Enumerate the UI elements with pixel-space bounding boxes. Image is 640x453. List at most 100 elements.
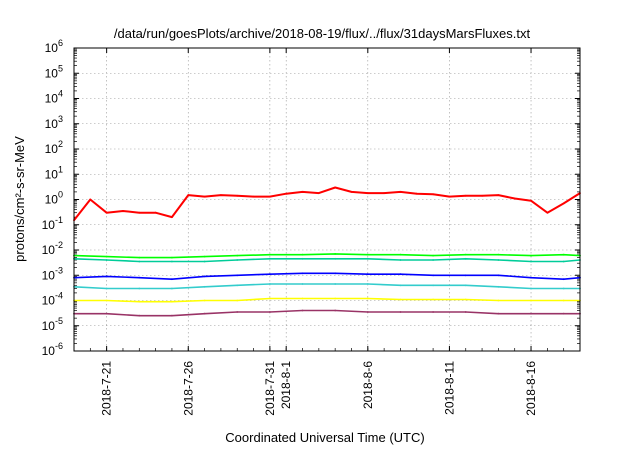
data-point [269,195,271,198]
data-point [269,257,271,260]
data-point [138,260,141,263]
x-axis-label: Coordinated Universal Time (UTC) [225,430,424,445]
data-point [154,211,157,214]
data-point [105,275,108,278]
data-point [171,260,173,263]
data-point [138,276,141,279]
chart-title: /data/run/goesPlots/archive/2018-08-19/f… [114,26,531,41]
y-tick-label: 10-5 [42,316,63,333]
data-point [481,194,483,197]
data-point [366,297,369,300]
data-point [399,284,402,287]
data-point [138,211,141,214]
data-point [562,278,565,281]
data-point [399,273,402,276]
x-tick-label: 2018-8-11 [442,361,456,415]
data-point [105,259,108,261]
data-point [497,299,500,302]
data-point [187,194,190,197]
data-point [497,253,500,256]
data-point [236,259,239,261]
data-point [464,274,467,277]
plot-frame [73,47,581,352]
data-point [464,298,467,301]
series-layer [73,186,581,317]
data-point [530,260,532,263]
data-point [203,260,206,263]
data-point [269,311,271,313]
x-tick-labels: 2018-7-21 2018-7-26 2018-7-31 2018-8-1 2018-… [100,361,538,416]
series-line [73,253,581,259]
data-point [513,197,516,200]
series-line [74,297,580,303]
data-point [236,311,239,313]
series-line [73,283,580,290]
y-tick-label: 10-4 [42,291,63,308]
data-point [415,192,418,195]
data-point [138,287,141,290]
data-point [562,253,565,256]
x-tick-label: 2018-8-1 [279,361,293,409]
data-point [464,284,467,287]
data-point [105,287,108,290]
y-tick-label: 101 [45,164,63,181]
data-point [171,216,173,219]
data-point [236,299,239,302]
data-point [497,259,500,261]
y-tick-label: 100 [45,190,63,207]
x-tick-label: 2018-7-31 [263,361,277,416]
data-point [269,297,271,300]
data-point [122,210,124,212]
data-point [334,253,337,255]
data-point [562,287,565,290]
data-point [530,287,532,290]
data-point [350,191,353,193]
data-point [171,278,173,281]
data-point [530,312,532,315]
data-point [252,195,255,198]
data-point [301,191,304,193]
series-line [73,272,581,281]
series-line [74,309,580,317]
data-point [236,254,239,257]
data-point [399,259,402,261]
data-point [317,192,320,195]
data-point [497,194,500,197]
data-point [138,300,141,303]
data-point [105,255,108,258]
data-point [138,256,141,259]
y-tick-label: 106 [45,38,63,55]
data-point [269,283,271,285]
data-point [432,298,434,301]
data-point [269,273,271,276]
data-point [334,297,337,300]
data-point [399,311,402,313]
data-point [301,297,304,300]
series-line [73,257,581,263]
data-point [334,309,337,312]
data-point [366,273,369,276]
data-point [399,298,402,301]
data-point [105,312,108,315]
data-point [171,300,173,303]
data-point [497,285,500,288]
data-point [432,254,434,257]
data-point [530,299,532,302]
data-point [301,309,304,312]
x-tick-label: 2018-7-26 [181,361,195,416]
data-point [301,257,304,260]
data-point [236,284,239,287]
data-point [301,283,304,285]
data-point [464,194,467,197]
data-point [464,311,467,313]
data-point [203,299,206,302]
data-point [366,257,369,260]
data-point [171,314,173,317]
data-point [203,285,206,288]
data-point [562,202,565,205]
data-point [562,312,565,315]
data-point [301,272,304,275]
x-tick-label: 2018-7-21 [100,361,114,416]
data-point [334,272,337,275]
data-point [366,192,369,195]
